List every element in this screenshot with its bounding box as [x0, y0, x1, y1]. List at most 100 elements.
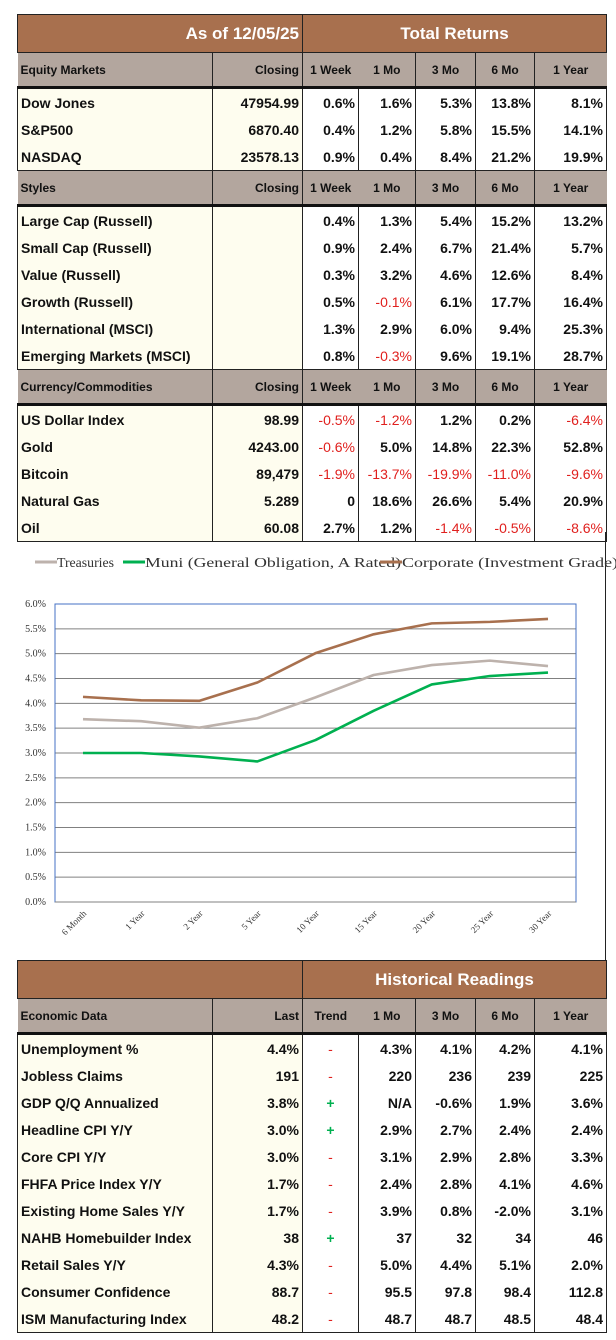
cell-value: 46 [535, 1224, 607, 1251]
x-tick-label: 1 Year [123, 908, 146, 931]
cell-value: 5.1% [476, 1251, 535, 1278]
cell-value: 97.8 [416, 1278, 476, 1305]
row-label: Unemployment % [18, 1034, 213, 1063]
cell-value: -1.9% [303, 460, 359, 487]
cell-value: 48.7 [359, 1305, 416, 1333]
cell-value: 3.3% [535, 1143, 607, 1170]
cell-value: 1.2% [416, 405, 476, 434]
column-header: 1 Mo [359, 370, 416, 405]
cell-value [213, 234, 303, 261]
cell-value: 8.1% [535, 88, 607, 117]
row-label: Jobless Claims [18, 1062, 213, 1089]
cell-value: 0.4% [359, 143, 416, 171]
column-header: Economic Data [18, 999, 213, 1034]
cell-value: -13.7% [359, 460, 416, 487]
cell-value: 236 [416, 1062, 476, 1089]
table-row: Oil60.082.7%1.2%-1.4%-0.5%-8.6% [18, 514, 607, 542]
row-label: Emerging Markets (MSCI) [18, 342, 213, 370]
cell-value [213, 315, 303, 342]
row-label: Headline CPI Y/Y [18, 1116, 213, 1143]
x-tick-label: 25 Year [469, 908, 496, 935]
cell-value: 5.0% [359, 433, 416, 460]
row-label: Core CPI Y/Y [18, 1143, 213, 1170]
column-header: Closing [213, 53, 303, 88]
column-header: 1 Mo [359, 53, 416, 88]
column-header: 3 Mo [416, 53, 476, 88]
table-row: Unemployment %4.4%-4.3%4.1%4.2%4.1% [18, 1034, 607, 1063]
cell-value: 13.2% [535, 206, 607, 235]
row-label: Retail Sales Y/Y [18, 1251, 213, 1278]
x-tick-label: 30 Year [527, 908, 554, 935]
cell-value: 6.0% [416, 315, 476, 342]
cell-value: 12.6% [476, 261, 535, 288]
table-row: Emerging Markets (MSCI)0.8%-0.3%9.6%19.1… [18, 342, 607, 370]
title-row: Historical Readings [18, 961, 607, 999]
table-row: Retail Sales Y/Y4.3%-5.0%4.4%5.1%2.0% [18, 1251, 607, 1278]
cell-value: 4.2% [476, 1034, 535, 1063]
column-header: Trend [303, 999, 359, 1034]
table-row: S&P5006870.400.4%1.2%5.8%15.5%14.1% [18, 116, 607, 143]
cell-value: 1.7% [213, 1197, 303, 1224]
cell-value: 4.1% [476, 1170, 535, 1197]
cell-value: 21.4% [476, 234, 535, 261]
section-header: Currency/CommoditiesClosing1 Week1 Mo3 M… [18, 370, 607, 405]
y-tick-label: 0.0% [25, 897, 46, 908]
row-label: Natural Gas [18, 487, 213, 514]
cell-value: 1.2% [359, 116, 416, 143]
cell-value: 2.4% [476, 1116, 535, 1143]
table-row: Core CPI Y/Y3.0%-3.1%2.9%2.8%3.3% [18, 1143, 607, 1170]
cell-value: -11.0% [476, 460, 535, 487]
row-label: Oil [18, 514, 213, 542]
y-tick-label: 3.0% [25, 748, 46, 759]
cell-value: 4.4% [416, 1251, 476, 1278]
cell-value [213, 342, 303, 370]
cell-value: 2.8% [476, 1143, 535, 1170]
row-label: ISM Manufacturing Index [18, 1305, 213, 1333]
row-label: Small Cap (Russell) [18, 234, 213, 261]
cell-value: 48.5 [476, 1305, 535, 1333]
cell-value: 3.0% [213, 1143, 303, 1170]
x-tick-label: 20 Year [411, 908, 438, 935]
cell-value: 1.3% [303, 315, 359, 342]
cell-value: 98.4 [476, 1278, 535, 1305]
cell-value: 112.8 [535, 1278, 607, 1305]
table-row: NAHB Homebuilder Index38+37323446 [18, 1224, 607, 1251]
cell-value: 14.8% [416, 433, 476, 460]
cell-value: 4.6% [535, 1170, 607, 1197]
total-returns-table: As of 12/05/25Total ReturnsEquity Market… [17, 14, 607, 542]
cell-value: 8.4% [535, 261, 607, 288]
cell-value: 1.3% [359, 206, 416, 235]
cell-value: 2.8% [416, 1170, 476, 1197]
row-label: Dow Jones [18, 88, 213, 117]
column-header: Last [213, 999, 303, 1034]
cell-value: -2.0% [476, 1197, 535, 1224]
cell-value: 15.5% [476, 116, 535, 143]
cell-value: 0.8% [303, 342, 359, 370]
cell-value: 8.4% [416, 143, 476, 171]
y-tick-label: 1.0% [25, 847, 46, 858]
trend-indicator: - [303, 1143, 359, 1170]
economic-data-table: Historical Readings Economic DataLastTren… [17, 960, 607, 1333]
cell-value: 5.4% [476, 487, 535, 514]
y-tick-label: 4.5% [25, 674, 46, 685]
cell-value: 6.7% [416, 234, 476, 261]
cell-value: 9.4% [476, 315, 535, 342]
cell-value: -6.4% [535, 405, 607, 434]
section-header: StylesClosing1 Week1 Mo3 Mo6 Mo1 Year [18, 171, 607, 206]
cell-value: 6.1% [416, 288, 476, 315]
x-tick-label: 6 Month [60, 908, 89, 937]
historical-readings-title: Historical Readings [303, 961, 607, 999]
x-tick-label: 2 Year [181, 908, 204, 931]
column-header: Currency/Commodities [18, 370, 213, 405]
cell-value: 5.3% [416, 88, 476, 117]
x-tick-label: 5 Year [239, 908, 262, 931]
column-header: 1 Year [535, 999, 607, 1034]
cell-value [213, 206, 303, 235]
cell-value: 28.7% [535, 342, 607, 370]
cell-value: 4.1% [416, 1034, 476, 1063]
cell-value: 2.9% [359, 315, 416, 342]
cell-value: 2.9% [416, 1143, 476, 1170]
row-label: International (MSCI) [18, 315, 213, 342]
column-header: 3 Mo [416, 999, 476, 1034]
trend-indicator: - [303, 1034, 359, 1063]
